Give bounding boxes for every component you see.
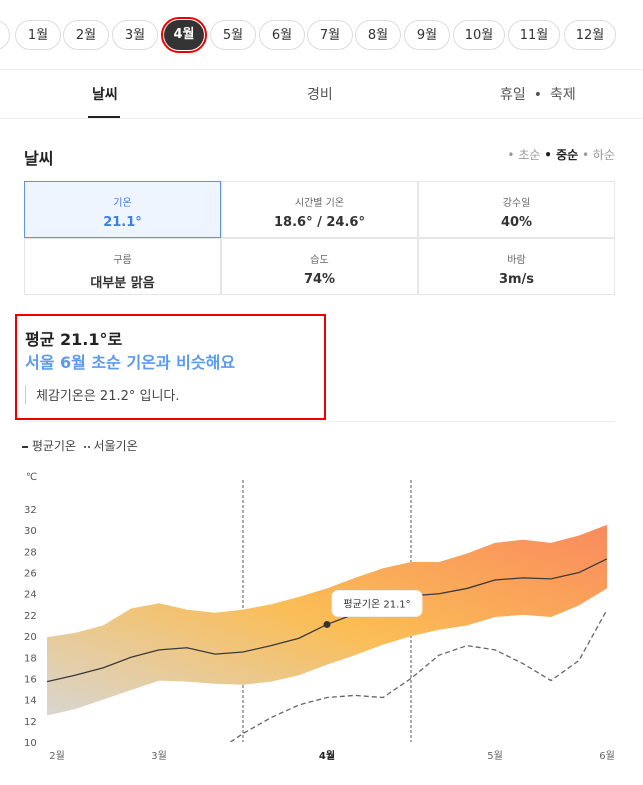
x-tick-label: 3월 [151, 750, 167, 762]
section-title: 날씨 [24, 149, 54, 168]
stat-label: 기온 [113, 198, 132, 209]
period[interactable]: 하순 [592, 148, 615, 162]
tooltip-box [331, 589, 423, 617]
divider [24, 421, 615, 422]
y-tick-label: 24 [24, 590, 37, 601]
stat-label: 습도 [310, 255, 329, 266]
month-pill[interactable]: 9월 [404, 20, 450, 50]
summary-headline: 평균 21.1°로 [25, 330, 123, 349]
stat-label: 강수일 [502, 198, 531, 209]
stat-value: 21.1° [103, 215, 142, 230]
x-tick-label: 5월 [487, 750, 503, 762]
y-tick-label: 10 [24, 738, 37, 749]
period[interactable]: 중순 [556, 148, 579, 162]
y-tick-label: 16 [24, 674, 37, 685]
tooltip: 평균기온 21.1° [343, 598, 410, 610]
tab[interactable]: 휴일 • 축제 [500, 87, 576, 103]
y-unit: ℃ [26, 472, 37, 483]
month-pill[interactable]: 11월 [508, 20, 560, 50]
tab-label: 휴일 [500, 87, 526, 103]
y-tick-label: 22 [24, 611, 37, 622]
month-pill[interactable]: 1월 [15, 20, 61, 50]
tab-underline [88, 116, 120, 118]
y-tick-label: 14 [24, 696, 37, 707]
stat-value: 3m/s [498, 272, 535, 287]
stat-label: 구름 [113, 255, 132, 266]
month-pill[interactable] [0, 20, 10, 50]
tab-label: 축제 [550, 87, 576, 103]
stat-label: 바람 [507, 255, 526, 266]
highlight-point [323, 620, 331, 628]
month-pill[interactable]: 8월 [355, 20, 401, 50]
plot [47, 524, 608, 742]
y-tick-label: 28 [24, 547, 37, 558]
chart: ℃ 10 12 14 16 18 20 22 24 26 28 30 32 2월 3월 4월 5월 6월 평균기온… [24, 472, 615, 762]
stat-label: 시간별 기온 [294, 198, 345, 209]
x-tick-label: 4월 [319, 750, 335, 762]
month-pill[interactable]: 3월 [112, 20, 158, 50]
stat-value: 18.6° / 24.6° [274, 215, 365, 230]
month-pill[interactable]: 12월 [564, 20, 616, 50]
divider [0, 118, 643, 119]
band [47, 524, 607, 716]
y-tick-label: 20 [24, 632, 37, 643]
line [229, 609, 608, 742]
month-pill[interactable]: 10월 [453, 20, 505, 50]
legend: 평균기온 서울기온 [22, 437, 138, 454]
y-tick-label: 18 [24, 653, 37, 664]
x-tick-label: 6월 [599, 750, 615, 762]
legend-label: 평균기온 [31, 439, 76, 453]
month-pill[interactable]: 7월 [307, 20, 353, 50]
summary-comparison: 서울 6월 초순 기온과 비슷해요 [25, 353, 236, 372]
stat-cell: 강수일 40% [418, 181, 615, 238]
summary-box: 평균 21.1°로 서울 6월 초순 기온과 비슷해요 체감기온은 21.2° … [15, 314, 326, 420]
legend-label: 서울기온 [93, 439, 138, 453]
y-tick-label: 30 [24, 526, 37, 537]
stat-value: 74% [303, 272, 336, 287]
period[interactable]: 초순 [518, 148, 541, 162]
month-pill[interactable]: 5월 [210, 20, 256, 50]
month-pill[interactable]: 2월 [63, 20, 109, 50]
y-tick-label: 12 [24, 717, 37, 728]
tab[interactable]: 경비 [307, 87, 333, 103]
period-selector: • 초순 • 중순 • 하순 [507, 148, 615, 162]
y-tick-label: 32 [24, 505, 37, 516]
stat-cell: 바람 3m/s [418, 238, 615, 295]
divider [0, 69, 643, 70]
stat-cell: 습도 74% [221, 238, 418, 295]
stat-cell: 기온 21.1° [24, 181, 221, 238]
stat-value: 40% [500, 215, 533, 230]
tab[interactable]: 날씨 [92, 87, 118, 103]
summary-feels-like: 체감기온은 21.2° 입니다. [25, 385, 180, 404]
x-tick-label: 2월 [49, 750, 65, 762]
stat-cell: 시간별 기온 18.6° / 24.6° [221, 181, 418, 238]
month-pill[interactable]: 6월 [259, 20, 305, 50]
stat-value: 대부분 맑음 [90, 276, 155, 291]
month-pill[interactable]: 4월 [161, 17, 207, 53]
y-tick-label: 26 [24, 569, 37, 580]
